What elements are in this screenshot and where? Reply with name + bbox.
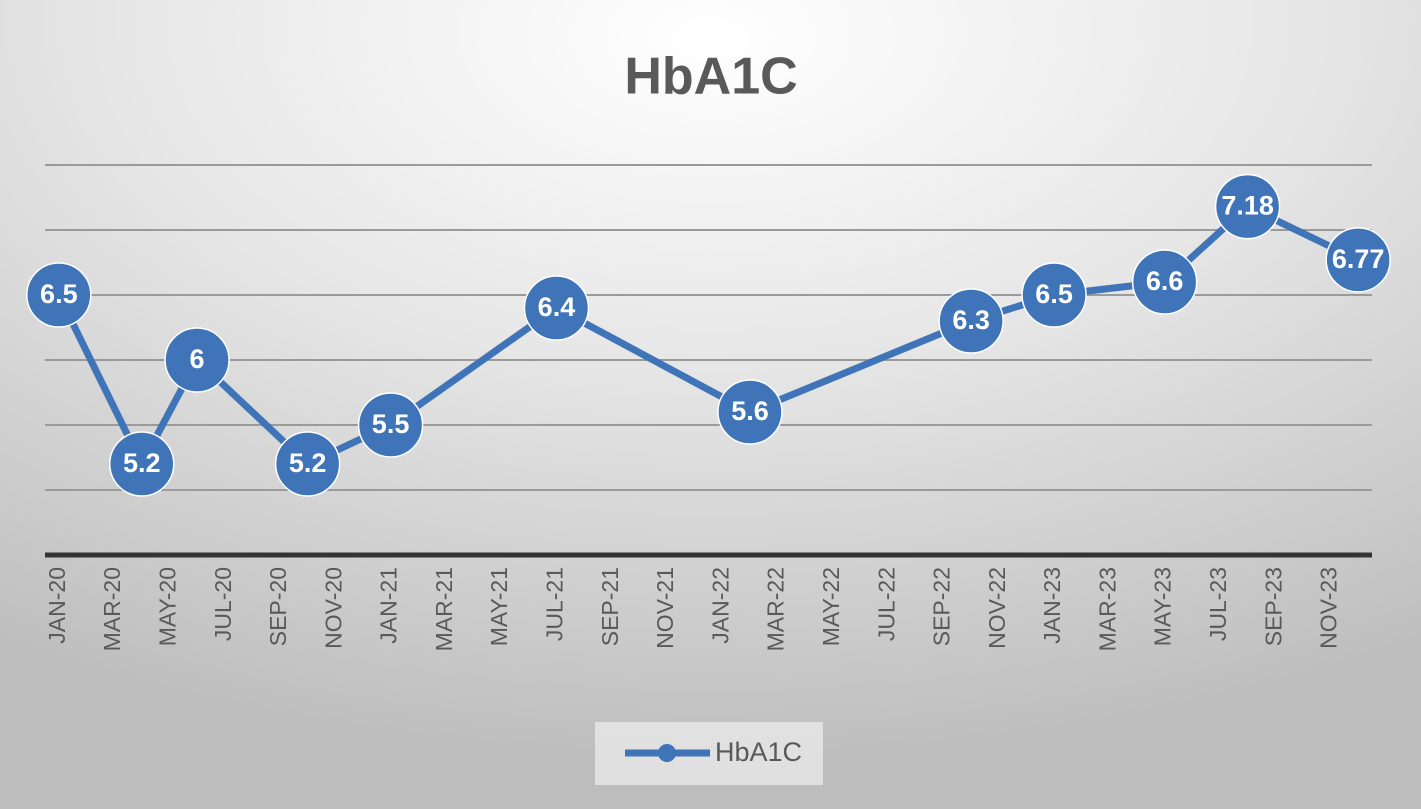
data-point [717,379,783,445]
x-tick-label: MAY-23 [1150,567,1176,646]
x-tick-label: NOV-22 [984,567,1010,649]
data-label: 5.2 [123,448,161,478]
legend-label: HbA1C [715,737,802,767]
x-tick-label: JUL-21 [542,567,568,641]
data-point [1021,262,1087,328]
data-label: 7.18 [1221,191,1274,221]
data-label: 6.3 [952,305,990,335]
data-point [357,392,424,458]
x-tick-label: NOV-23 [1316,567,1342,649]
data-point [938,288,1004,354]
x-tick-label: MAY-22 [818,567,844,646]
data-label: 6.5 [40,279,78,309]
data-point [26,262,92,328]
x-tick-label: JAN-21 [376,567,402,644]
data-label: 5.6 [731,396,769,426]
x-tick-label: JUL-23 [1205,567,1231,641]
data-point [1214,173,1281,240]
x-tick-label: MAY-20 [154,567,180,646]
x-tick-label: SEP-22 [929,567,955,646]
x-tick-label: SEP-21 [597,567,623,646]
x-tick-label: MAR-21 [431,567,457,651]
data-label: 5.2 [289,448,327,478]
data-label: 6.5 [1035,279,1073,309]
x-tick-label: JAN-20 [44,567,70,644]
data-label: 6.4 [538,292,576,322]
x-tick-label: JUL-20 [210,567,236,641]
data-label: 5.5 [372,409,410,439]
x-tick-label: JAN-23 [1039,567,1065,644]
data-point [274,431,341,497]
x-tick-label: MAR-22 [763,567,789,651]
x-tick-label: MAY-21 [486,567,512,646]
data-point [1325,227,1391,293]
legend-marker [658,744,676,762]
data-label: 6.77 [1332,244,1385,274]
x-tick-label: SEP-20 [265,567,291,646]
x-tick-label: MAR-20 [99,567,125,651]
data-point [523,275,590,341]
x-tick-label: NOV-21 [652,567,678,649]
x-tick-label: SEP-23 [1260,567,1286,646]
data-point [109,431,175,497]
data-point [1131,249,1198,315]
data-label: 6 [190,344,205,374]
x-tick-label: JAN-22 [707,567,733,644]
x-tick-label: MAR-23 [1094,567,1120,651]
data-label: 6.6 [1146,266,1184,296]
x-tick-label: JUL-22 [873,567,899,641]
x-tick-label: NOV-20 [320,567,346,649]
chart-title: HbA1C [624,48,797,106]
data-point [164,327,230,393]
